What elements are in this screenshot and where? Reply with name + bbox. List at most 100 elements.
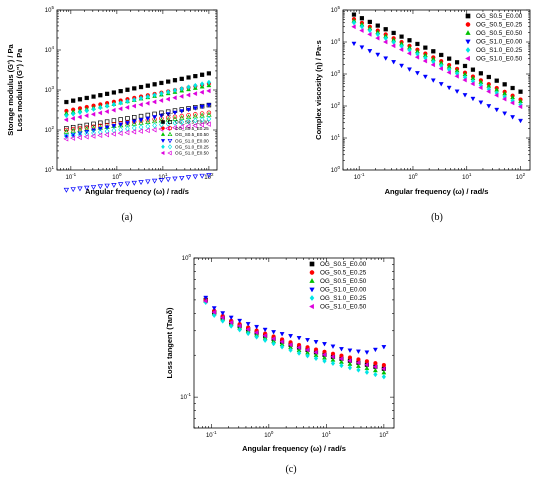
panel-a-point-gprime-1	[138, 84, 144, 90]
panel-a-legend-marker-open	[167, 138, 173, 144]
panel-c-point-6	[355, 360, 361, 366]
panel-a-point-gprime-6	[131, 103, 136, 109]
panel-a-point-gdoubleprime-4	[199, 173, 205, 179]
panel-a-point-gprime-5	[91, 106, 96, 112]
panel-b-point-6	[398, 47, 404, 53]
panel-a-point-gdoubleprime-4	[104, 183, 110, 189]
panel-a-point-gdoubleprime-5	[138, 124, 144, 131]
panel-a-point-gdoubleprime-4	[117, 182, 124, 188]
panel-a-point-gdoubleprime-5	[152, 122, 157, 129]
panel-c-point-5	[313, 355, 319, 362]
panel-a-legend-label: OG_S0.5_E0.00	[175, 120, 209, 125]
panel-c-label: (c)	[285, 464, 296, 475]
panel-a-point-gdoubleprime-4	[97, 184, 104, 190]
panel-a-point-gprime-6	[117, 106, 123, 112]
panel-a-point-gprime-1	[172, 78, 178, 83]
panel-b-point-4	[375, 52, 381, 58]
panel-c-y-tick-label: 100	[182, 253, 192, 262]
panel-b-point-5	[351, 20, 357, 26]
panel-c-point-5	[237, 327, 242, 333]
panel-a-point-gprime-1	[125, 87, 130, 92]
panel-a-legend-label: OG_S1.0_E0.25	[175, 145, 209, 150]
panel-a-x-tick-label: 101	[158, 172, 168, 181]
panel-a-point-gdoubleprime-2	[77, 126, 83, 131]
panel-c-point-4	[381, 345, 387, 350]
panel-a-point-gdoubleprime-6	[97, 132, 103, 139]
panel-c-x-axis-label: Angular frequency (ω) / rad/s	[242, 444, 346, 453]
panel-a-point-gprime-4	[186, 107, 191, 113]
panel-b-y-axis-label: Complex viscosity (η) / Pa·s	[314, 40, 323, 140]
panel-a-point-gdoubleprime-5	[206, 115, 212, 122]
panel-c-point-5	[305, 353, 310, 359]
panel-a-legend-marker-open	[167, 131, 173, 137]
panel-a-point-gdoubleprime-2	[206, 110, 212, 115]
panel-b-legend-label: OG_S1.0_E0.50	[476, 56, 523, 63]
panel-a-point-gprime-6	[97, 110, 103, 116]
panel-b-point-4	[351, 41, 357, 47]
panel-b-x-tick-label: 100	[408, 172, 418, 181]
panel-b-legend-marker	[465, 39, 471, 45]
panel-a-point-gdoubleprime-6	[117, 130, 123, 136]
panel-b-point-4	[494, 107, 500, 113]
panel-c: 10-1 100 101 102 10-1 100 OG_S0.5_E0.00 OG_S0.5…	[165, 253, 395, 475]
panel-b-legend-marker	[465, 47, 471, 53]
panel-a-label: (a)	[121, 212, 132, 223]
panel-a-point-gprime-5	[179, 86, 184, 92]
panel-a-point-gprime-5	[199, 81, 205, 87]
panel-c-legend-label: OG_S1.0_E0.50	[320, 304, 367, 311]
panel-a-point-gprime-6	[206, 88, 211, 94]
panel-c-point-4	[355, 349, 361, 354]
panel-b-point-1	[478, 71, 483, 76]
panel-b-point-1	[431, 49, 436, 54]
panel-a-y-axis-label-line1: Storage modulus (G') / Pa	[6, 43, 15, 135]
panel-a-point-gdoubleprime-6	[178, 124, 184, 130]
panel-a-x-tick-label: 10-1	[66, 172, 77, 181]
panel-c-y-axis-label: Loss tangent (Tanδ)	[165, 307, 174, 379]
panel-a-point-gprime-6	[70, 115, 75, 121]
panel-c-point-6	[347, 358, 352, 364]
panel-a-point-gprime-4	[179, 109, 185, 114]
panel-a-point-gdoubleprime-4	[145, 179, 151, 185]
panel-c-legend-marker	[309, 261, 315, 267]
panel-c-point-2	[381, 362, 386, 368]
panel-c-point-6	[203, 298, 208, 304]
panel-c-legend-label: OG_S0.5_E0.25	[320, 270, 367, 277]
panel-a-point-gprime-1	[98, 93, 103, 98]
panel-b-y-tick-label: 102	[331, 101, 341, 110]
panel-a-point-gprime-4	[104, 125, 110, 130]
panel-c-point-6	[330, 354, 335, 360]
panel-c-point-4	[279, 332, 285, 337]
panel-c-point-4	[288, 334, 293, 339]
panel-a-point-gdoubleprime-6	[205, 121, 211, 127]
panel-a-point-gprime-6	[77, 114, 82, 120]
panel-a-point-gdoubleprime-4	[84, 185, 90, 191]
panel-a-point-gprime-6	[172, 95, 177, 101]
panel-b-point-4	[430, 78, 436, 83]
panel-a-point-gprime-6	[84, 113, 89, 119]
panel-c-point-4	[313, 340, 319, 345]
panel-c-legend-label: OG_S1.0_E0.00	[320, 287, 367, 294]
panel-a-point-gprime-4	[111, 124, 117, 129]
panel-b-point-6	[446, 70, 451, 75]
panel-a-point-gprime-5	[159, 90, 164, 97]
panel-b-point-6	[430, 62, 436, 68]
panel-a-legend-marker-open	[167, 150, 172, 156]
panel-b-y-tick-label: 103	[331, 69, 341, 78]
panel-b-point-4	[414, 71, 420, 76]
panel-a-point-gdoubleprime-4	[158, 178, 165, 183]
panel-a-point-gprime-6	[104, 109, 109, 114]
panel-b-legend-label: OG_S1.0_E0.00	[476, 39, 523, 46]
panel-a-point-gdoubleprime-5	[145, 123, 151, 130]
panel-c-point-5	[288, 347, 293, 353]
panel-a-point-gdoubleprime-4	[138, 180, 144, 186]
panel-c-x-tick-label: 100	[264, 430, 274, 439]
panel-a-point-gprime-1	[159, 80, 164, 86]
panel-b-point-1	[399, 34, 404, 39]
panel-b-point-6	[375, 35, 380, 41]
panel-a-point-gprime-6	[179, 93, 184, 99]
panel-a-point-gdoubleprime-6	[199, 122, 204, 128]
panel-b-point-1	[486, 74, 491, 80]
panel-c-point-2	[373, 361, 378, 366]
panel-b-point-6	[390, 43, 396, 49]
